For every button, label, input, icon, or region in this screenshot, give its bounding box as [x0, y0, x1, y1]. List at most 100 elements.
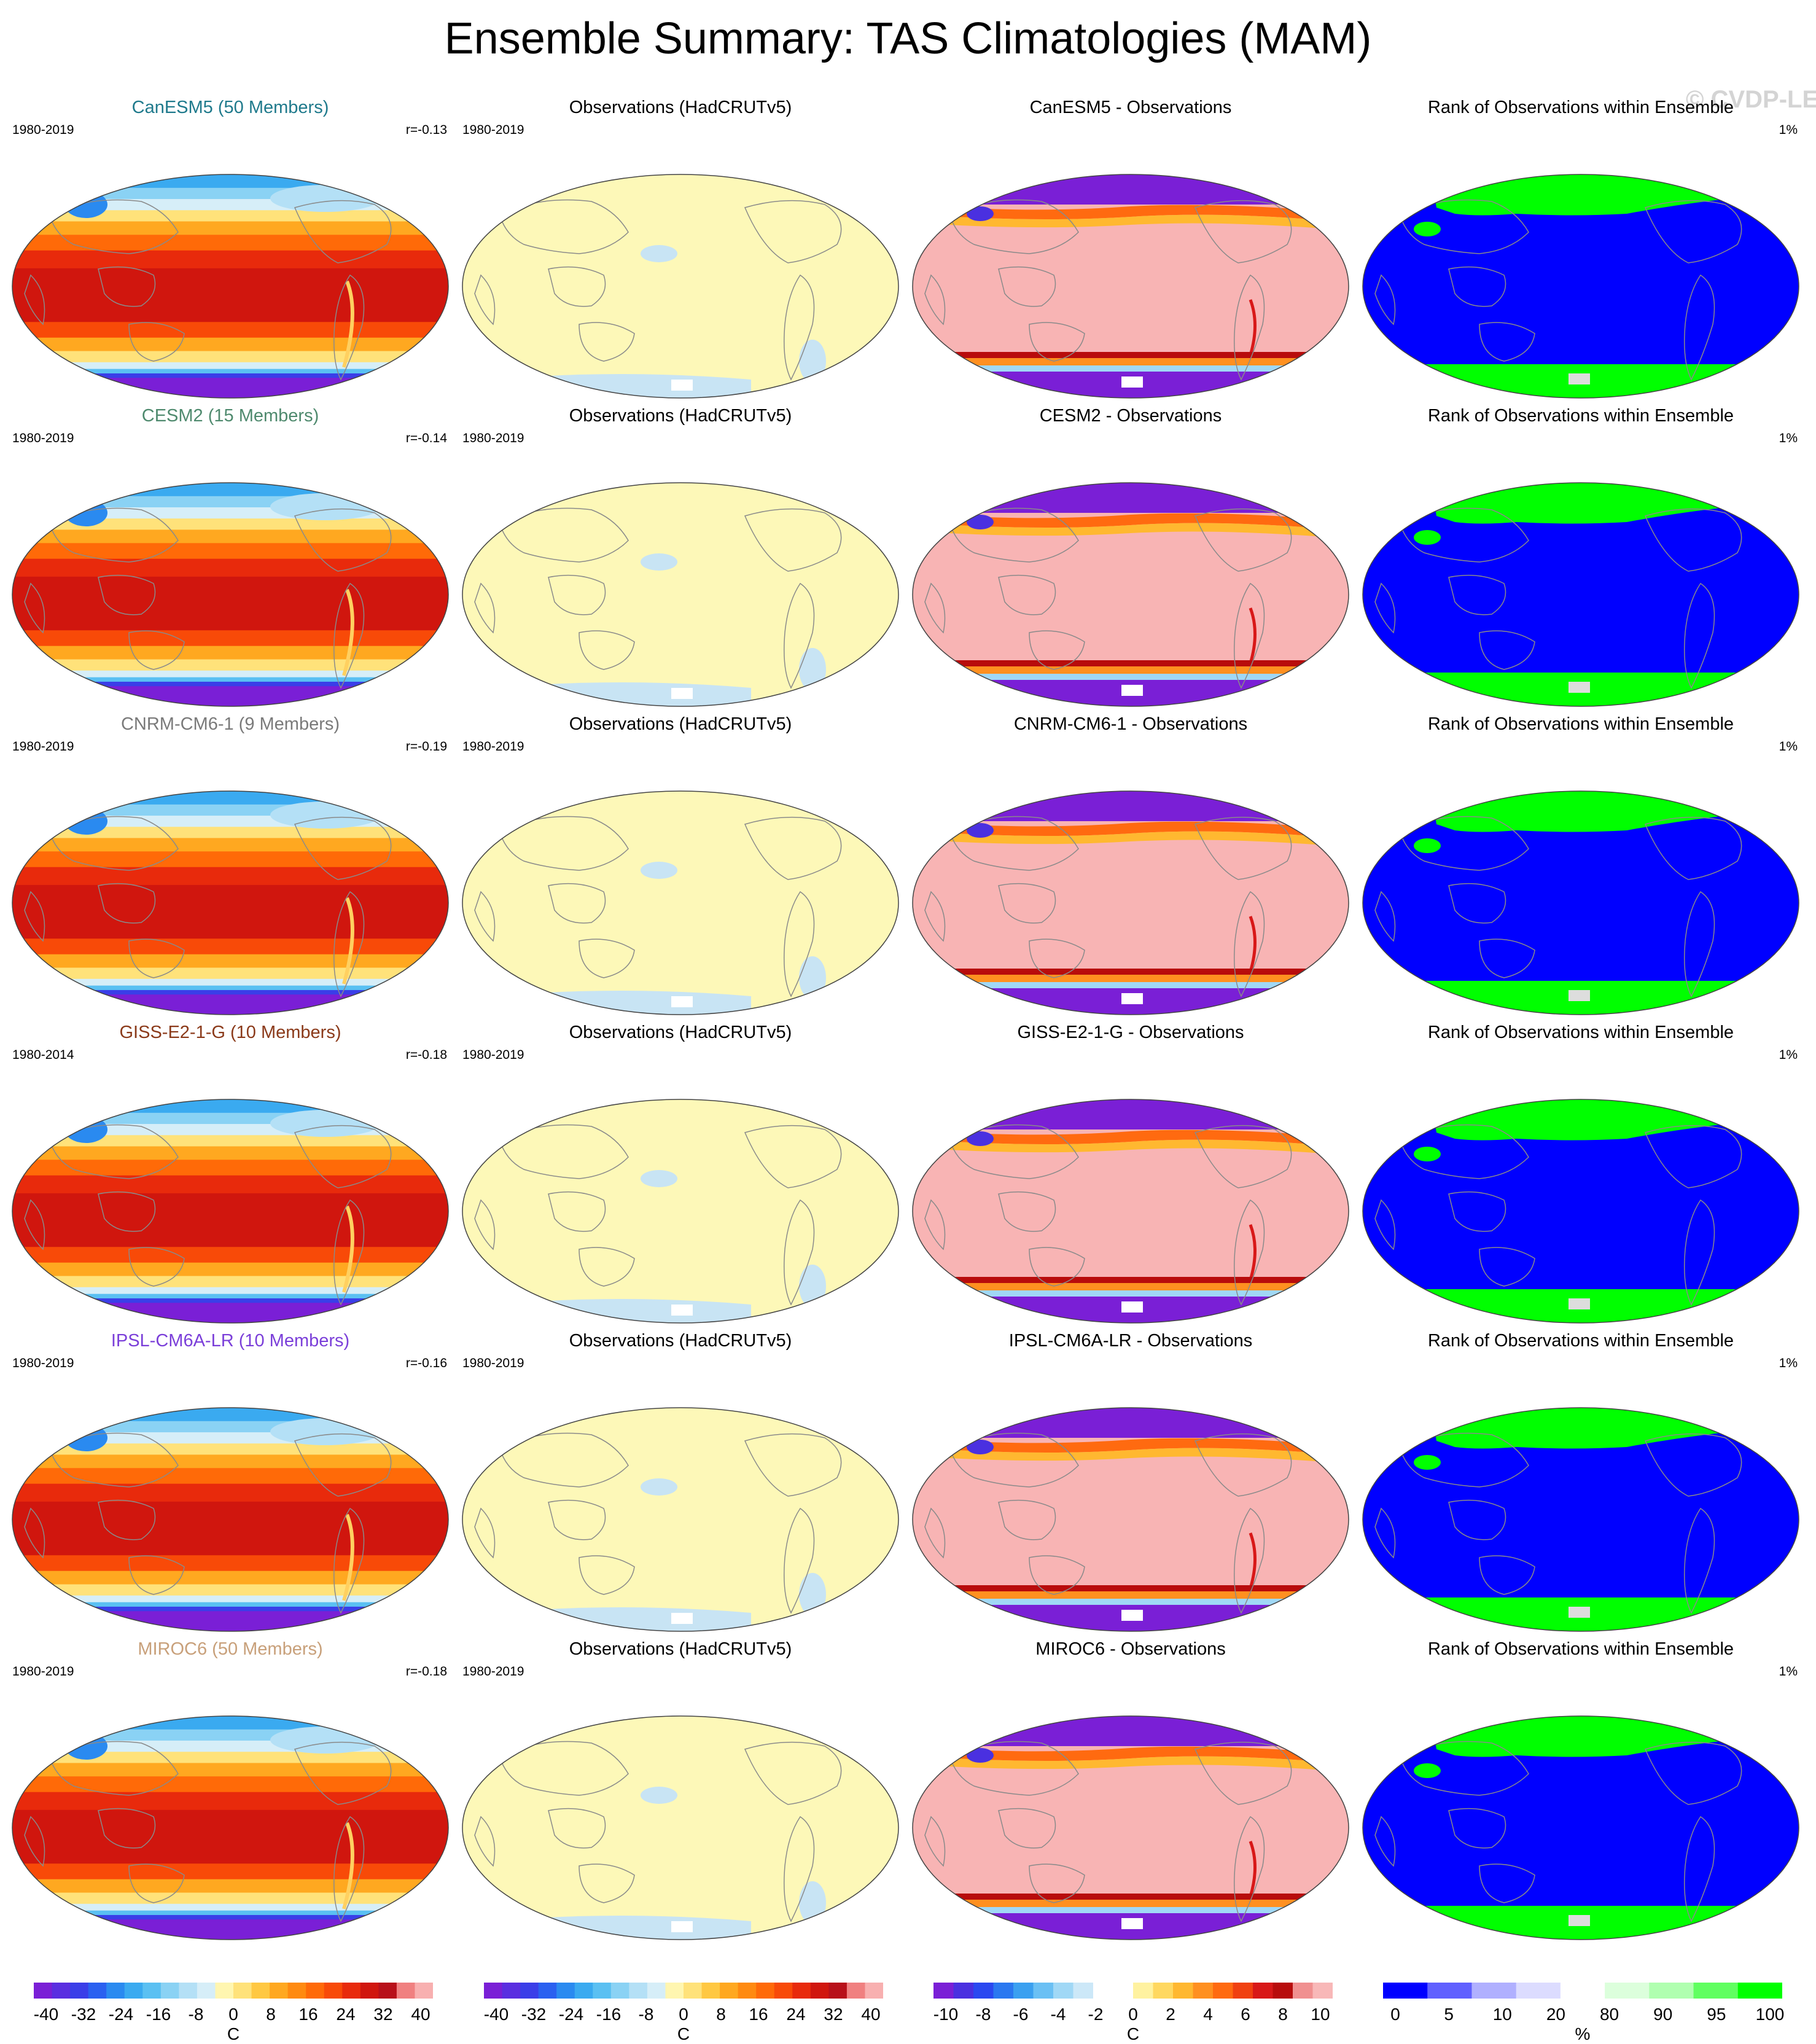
obs-map	[462, 482, 899, 707]
model-panel-title: CESM2 (15 Members)	[141, 406, 319, 426]
colorbar-swatch	[828, 1983, 848, 1999]
colorbar-unit: %	[1575, 2024, 1591, 2043]
rank-panel-title: Rank of Observations within Ensemble	[1427, 1023, 1734, 1042]
colorbar-tick-label: -16	[146, 2005, 171, 2024]
colorbar-swatch	[1693, 1983, 1739, 1999]
colorbar-tick-label: 20	[1546, 2005, 1565, 2024]
rank-panel: Rank of Observations within Ensemble 1%	[1357, 1632, 1805, 1943]
colorbar-tick-label: 24	[786, 2005, 806, 2024]
colorbar-tick-label: -8	[638, 2005, 654, 2024]
colorbar-tick-label: -40	[33, 2005, 59, 2024]
colorbar-unit: C	[677, 2024, 690, 2043]
colorbar-swatch	[396, 1983, 415, 1999]
colorbar-unit: C	[227, 2024, 240, 2043]
colorbar-swatch	[1560, 1983, 1605, 1999]
watermark: © CVDP-LE	[1686, 86, 1816, 113]
rank-map	[1362, 1407, 1799, 1632]
obs-panel-title: Observations (HadCRUTv5)	[569, 406, 792, 426]
colorbar-swatch	[378, 1983, 397, 1999]
colorbar-tick-label: 90	[1653, 2005, 1673, 2024]
colorbar-tick-label: -40	[483, 2005, 509, 2024]
colorbar-swatch	[1253, 1983, 1273, 1999]
colorbar-swatch	[360, 1983, 379, 1999]
model-panel: IPSL-CM6A-LR (10 Members) 1980-2019 r=-0.1…	[6, 1324, 454, 1634]
model-panel-title: GISS-E2-1-G (10 Members)	[119, 1023, 341, 1042]
model-period: 1980-2014	[12, 1048, 74, 1062]
colorbar-swatch	[342, 1983, 361, 1999]
colorbar-swatch	[953, 1983, 974, 1999]
model-panel-title: CanESM5 (50 Members)	[131, 98, 329, 117]
rank-percent: 1%	[1779, 739, 1798, 754]
obs-period: 1980-2019	[462, 1664, 524, 1679]
model-map	[12, 790, 449, 1015]
colorbar-swatch	[1312, 1983, 1333, 1999]
colorbar-swatch	[774, 1983, 793, 1999]
colorbar-swatch	[846, 1983, 865, 1999]
obs-period: 1980-2019	[462, 123, 524, 137]
colorbar-strip	[484, 1983, 883, 1999]
colorbar-swatch	[865, 1983, 883, 1999]
model-map	[12, 174, 449, 399]
obs-period: 1980-2019	[462, 1356, 524, 1370]
colorbar-tick-label: 2	[1166, 2005, 1175, 2024]
colorbar-swatch	[1213, 1983, 1233, 1999]
obs-map	[462, 1715, 899, 1940]
colorbar-swatch	[993, 1983, 1014, 1999]
obs-panel-title: Observations (HadCRUTv5)	[569, 98, 792, 117]
colorbar-swatch	[415, 1983, 433, 1999]
rank-panel: Rank of Observations within Ensemble 1%	[1357, 1324, 1805, 1634]
colorbar-swatch	[1173, 1983, 1193, 1999]
diff-panel-title: CanESM5 - Observations	[1029, 98, 1232, 117]
obs-map	[462, 174, 899, 399]
diff-panel: GISS-E2-1-G - Observations	[906, 1016, 1355, 1326]
colorbar-tick-label: -32	[521, 2005, 547, 2024]
model-period: 1980-2019	[12, 431, 74, 445]
colorbar-tick-label: 95	[1707, 2005, 1726, 2024]
colorbar-swatch	[792, 1983, 811, 1999]
obs-map	[462, 1407, 899, 1632]
rank-percent: 1%	[1779, 431, 1798, 445]
colorbar-swatch	[1471, 1983, 1517, 1999]
rank-map	[1362, 1715, 1799, 1940]
diff-map	[912, 482, 1349, 707]
diff-panel-title: CESM2 - Observations	[1039, 406, 1222, 426]
colorbar-tick-label: 40	[411, 2005, 431, 2024]
rank-map	[1362, 174, 1799, 399]
colorbar-tick-label: 0	[1128, 2005, 1138, 2024]
obs-panel-title: Observations (HadCRUTv5)	[569, 1639, 792, 1659]
colorbar-swatch	[1272, 1983, 1293, 1999]
colorbar-swatch	[52, 1983, 71, 1999]
colorbar-swatch	[1093, 1983, 1113, 1999]
diff-panel-title: IPSL-CM6A-LR - Observations	[1008, 1331, 1253, 1351]
colorbar-swatch	[610, 1983, 629, 1999]
colorbar-swatch	[1649, 1983, 1694, 1999]
obs-panel-title: Observations (HadCRUTv5)	[569, 714, 792, 734]
pattern-correlation: r=-0.16	[405, 1356, 447, 1370]
colorbar-swatch	[1133, 1983, 1153, 1999]
colorbar-swatch	[1033, 1983, 1054, 1999]
colorbar-unit: C	[1126, 2024, 1140, 2043]
colorbar-swatch	[538, 1983, 557, 1999]
colorbar-swatch	[70, 1983, 89, 1999]
colorbar-swatch	[665, 1983, 684, 1999]
colorbar-tick-label: 0	[1390, 2005, 1400, 2024]
model-period: 1980-2019	[12, 123, 74, 137]
colorbar-tick-label: 8	[266, 2005, 276, 2024]
diff-map	[912, 1099, 1349, 1324]
diff-panel-title: MIROC6 - Observations	[1035, 1639, 1226, 1659]
colorbar-swatch	[629, 1983, 648, 1999]
colorbar-swatch	[324, 1983, 343, 1999]
colorbar-tick-label: 16	[298, 2005, 318, 2024]
model-panel: CNRM-CM6-1 (9 Members) 1980-2019 r=-0.19	[6, 708, 454, 1018]
colorbar-tick-label: 24	[336, 2005, 356, 2024]
colorbar-swatch	[179, 1983, 198, 1999]
colorbar-swatch	[1153, 1983, 1174, 1999]
diff-panel: CNRM-CM6-1 - Observations	[906, 708, 1355, 1018]
colorbar-swatch	[287, 1983, 306, 1999]
colorbar-swatch	[1233, 1983, 1253, 1999]
colorbar-swatch	[756, 1983, 775, 1999]
colorbar-swatch	[251, 1983, 270, 1999]
colorbar-swatch	[1013, 1983, 1034, 1999]
colorbar-swatch	[502, 1983, 521, 1999]
colorbar-strip	[1383, 1983, 1782, 1999]
